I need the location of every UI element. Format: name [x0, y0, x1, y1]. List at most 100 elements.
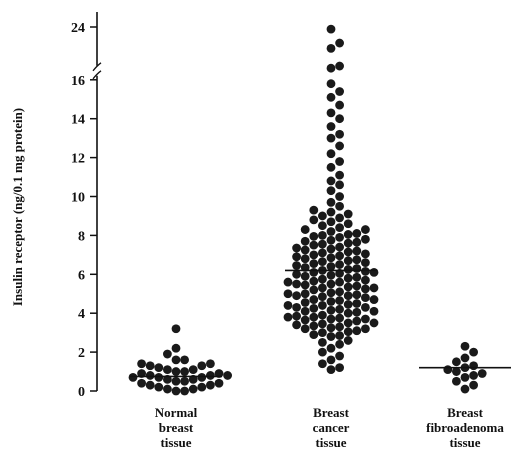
- data-point: [318, 239, 327, 249]
- category-label-line: cancer: [313, 420, 350, 435]
- data-point: [318, 301, 327, 310]
- data-point: [326, 197, 336, 207]
- data-point: [352, 290, 362, 300]
- data-point: [300, 315, 310, 325]
- data-point: [343, 318, 353, 328]
- data-point: [326, 297, 336, 306]
- data-point: [335, 38, 344, 48]
- data-point: [335, 322, 344, 332]
- data-point: [292, 243, 301, 253]
- data-point: [163, 365, 172, 375]
- data-point: [309, 267, 319, 277]
- data-point: [352, 316, 362, 326]
- data-point: [343, 273, 353, 283]
- data-point: [335, 363, 344, 373]
- data-point: [326, 235, 336, 245]
- data-point: [335, 114, 344, 124]
- data-point: [335, 213, 344, 223]
- data-point: [309, 295, 319, 304]
- data-point: [335, 339, 344, 349]
- data-point: [335, 296, 344, 305]
- data-point: [335, 287, 344, 297]
- data-point: [300, 245, 310, 255]
- y-tick-label: 16: [71, 74, 85, 89]
- data-point: [318, 274, 327, 284]
- data-point: [361, 284, 370, 294]
- data-point: [335, 304, 344, 314]
- y-axis-title: Insulin receptor (ng/0.1 mg protein): [10, 108, 25, 306]
- data-point: [326, 279, 336, 289]
- data-point: [292, 320, 301, 330]
- axis-break-mark-lower: [92, 70, 102, 80]
- data-point: [300, 289, 310, 299]
- data-points-group: [128, 24, 487, 396]
- data-point: [335, 313, 344, 323]
- data-point: [137, 378, 147, 388]
- data-point: [318, 328, 327, 338]
- data-point: [318, 347, 327, 357]
- data-point: [318, 211, 327, 221]
- data-point: [335, 180, 344, 190]
- category-labels-group: NormalbreasttissueBreastcancertissueBrea…: [155, 405, 505, 450]
- data-point: [343, 230, 353, 239]
- data-point: [369, 283, 379, 293]
- data-point: [206, 380, 215, 390]
- data-point: [326, 176, 336, 186]
- data-point: [171, 367, 181, 376]
- data-point: [326, 122, 336, 131]
- data-point: [300, 254, 310, 264]
- data-point: [326, 332, 336, 341]
- data-point: [335, 260, 344, 269]
- data-point: [300, 306, 310, 316]
- data-point: [469, 347, 478, 357]
- data-point: [309, 312, 319, 322]
- data-point: [197, 361, 207, 371]
- data-point: [352, 264, 362, 273]
- data-point: [352, 272, 362, 282]
- category-label-line: Breast: [313, 405, 350, 420]
- data-point: [206, 359, 215, 369]
- data-point: [283, 289, 293, 299]
- category-label-line: tissue: [160, 435, 191, 450]
- data-point: [361, 249, 370, 259]
- data-point: [477, 369, 487, 378]
- data-point: [292, 302, 301, 312]
- data-point: [145, 371, 155, 380]
- data-point: [309, 276, 319, 286]
- data-point: [326, 253, 336, 263]
- data-point: [326, 149, 336, 159]
- data-point: [326, 343, 336, 353]
- data-point: [326, 288, 336, 298]
- data-point: [309, 231, 319, 241]
- data-point: [292, 291, 301, 301]
- data-point: [335, 141, 344, 151]
- data-point: [460, 353, 470, 363]
- data-point: [309, 303, 319, 313]
- data-point: [352, 255, 362, 265]
- y-tick-label: 4: [78, 307, 85, 322]
- data-point: [292, 279, 301, 289]
- data-point: [335, 223, 344, 233]
- data-point: [335, 331, 344, 340]
- data-point: [335, 251, 344, 261]
- data-point: [171, 376, 181, 386]
- category-label-line: fibroadenoma: [426, 420, 504, 435]
- data-point: [443, 365, 453, 375]
- data-point: [309, 321, 319, 331]
- data-point: [326, 305, 336, 315]
- data-point: [171, 324, 181, 334]
- data-point: [309, 285, 319, 295]
- data-point: [145, 380, 155, 390]
- data-point: [335, 277, 344, 287]
- data-point: [197, 382, 207, 392]
- data-point: [352, 299, 362, 308]
- data-point: [361, 324, 370, 334]
- data-point: [343, 336, 353, 345]
- data-point: [343, 256, 353, 266]
- data-point: [188, 384, 198, 394]
- data-point: [352, 229, 362, 238]
- data-point: [292, 252, 301, 262]
- data-point: [326, 365, 336, 375]
- category-label-line: Breast: [447, 405, 484, 420]
- data-point: [326, 244, 336, 254]
